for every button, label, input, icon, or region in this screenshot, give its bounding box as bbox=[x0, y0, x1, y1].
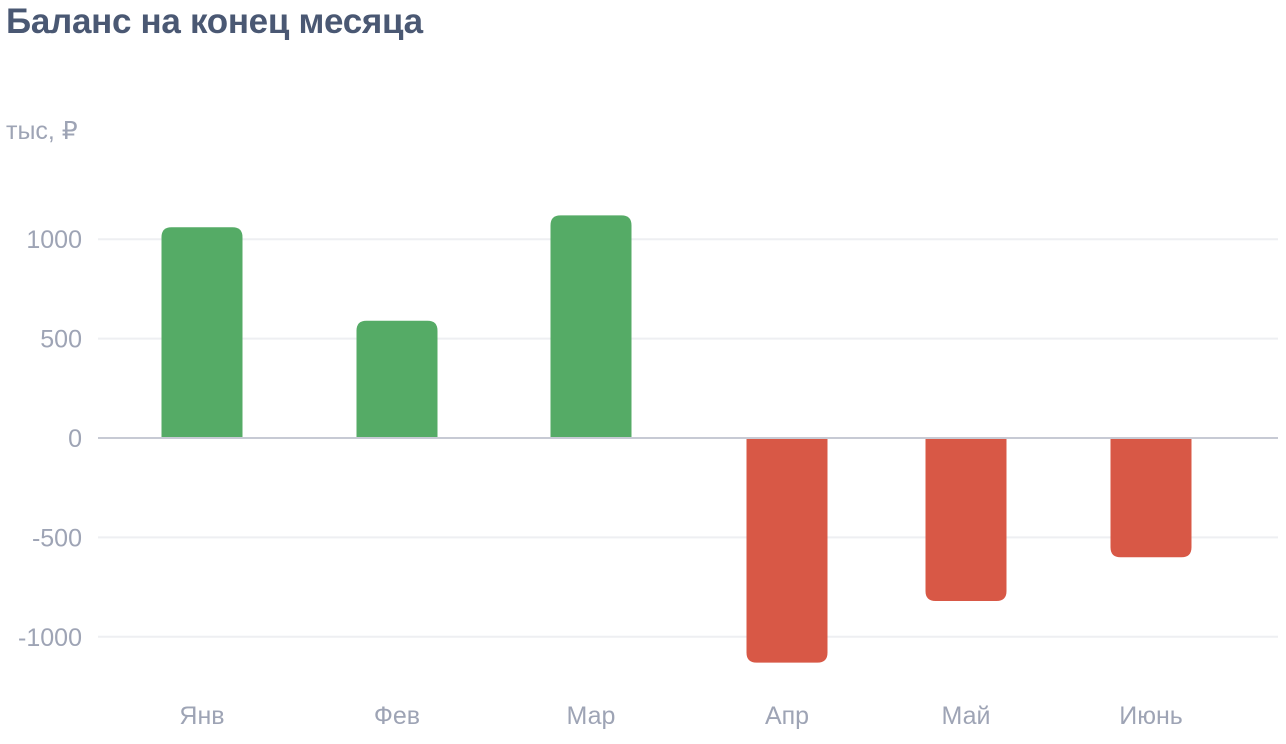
x-tick-label: Май bbox=[942, 702, 991, 730]
grid-lines bbox=[98, 238, 1278, 638]
bar-Апр bbox=[746, 438, 828, 663]
x-tick-label: Мар bbox=[567, 702, 616, 730]
y-tick-label: -500 bbox=[32, 524, 82, 552]
x-tick-label: Фев bbox=[374, 702, 420, 730]
x-tick-labels: Янв Фев Мар Апр Май Июнь bbox=[179, 702, 1182, 730]
y-tick-label: 0 bbox=[68, 425, 82, 453]
bars bbox=[161, 215, 1192, 663]
x-tick-label: Янв bbox=[179, 702, 224, 730]
x-tick-label: Июнь bbox=[1119, 702, 1183, 730]
bar-Фев bbox=[356, 320, 438, 438]
x-tick-label: Апр bbox=[765, 702, 809, 730]
y-axis-unit-label: тыс, ₽ bbox=[6, 117, 78, 145]
y-tick-label: 500 bbox=[40, 326, 82, 354]
bar-Июнь bbox=[1110, 438, 1192, 558]
bar-Янв bbox=[161, 227, 243, 438]
y-tick-label: -1000 bbox=[18, 624, 82, 652]
bar-Май bbox=[925, 438, 1007, 602]
chart-title: Баланс на конец месяца bbox=[6, 2, 423, 41]
y-tick-label: 1000 bbox=[26, 226, 82, 254]
y-tick-labels: 1000 500 0 -500 -1000 bbox=[18, 226, 82, 652]
bar-Мар bbox=[550, 215, 632, 438]
